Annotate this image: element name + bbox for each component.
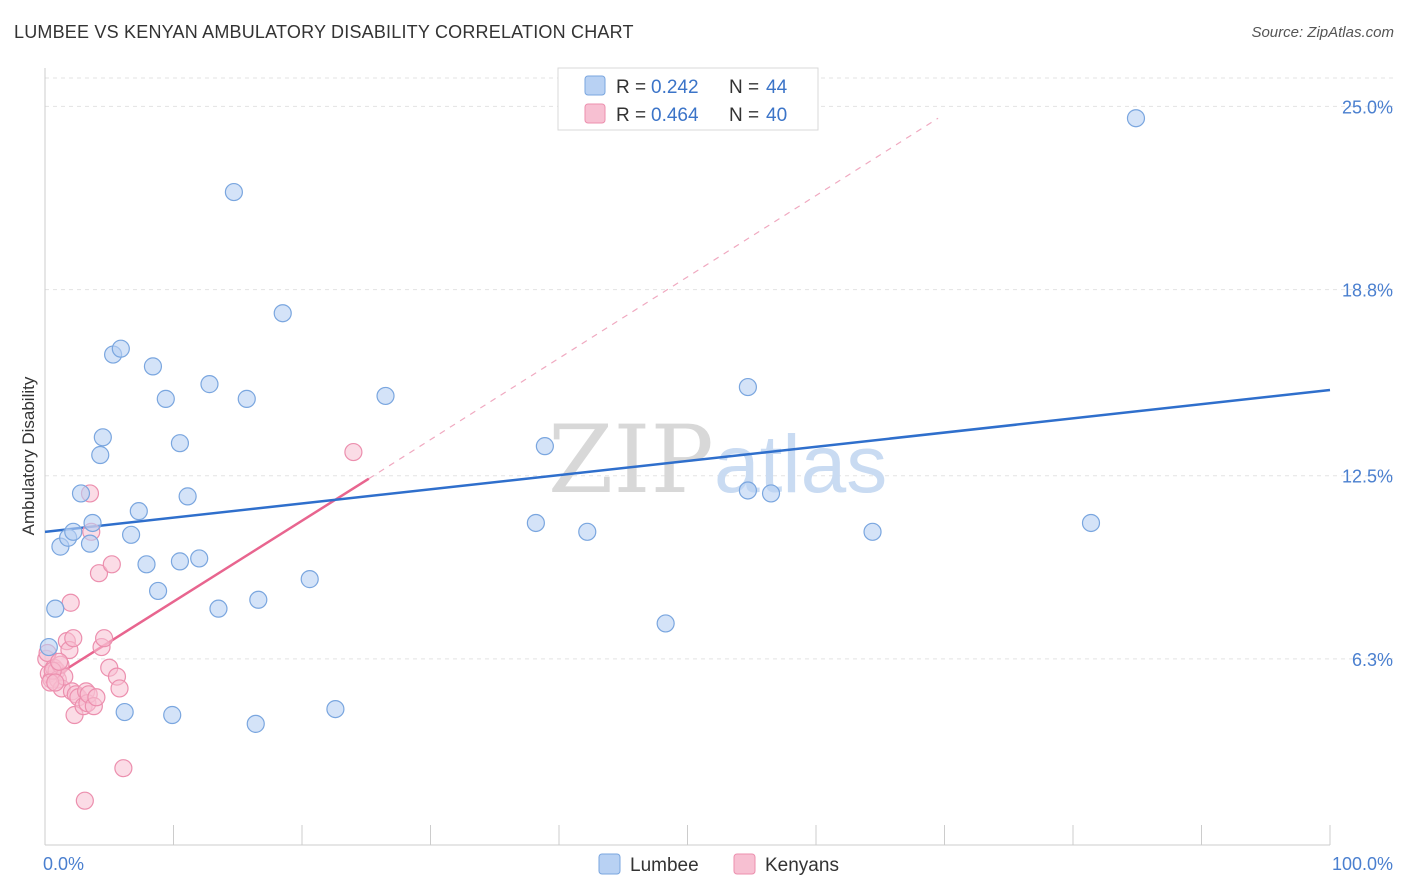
- watermark: ZIP atlas: [548, 406, 887, 515]
- lumbee-point: [535, 437, 554, 456]
- y-axis-label: Ambulatory Disability: [19, 376, 38, 535]
- kenyans-point: [46, 673, 65, 692]
- lumbee-point: [178, 487, 197, 506]
- kenyans-point: [95, 629, 114, 648]
- kenyans-point: [75, 791, 94, 810]
- kenyans-point: [114, 759, 133, 778]
- lumbee-point: [129, 502, 148, 521]
- lumbee-point: [121, 525, 141, 544]
- lumbee-point: [148, 581, 168, 601]
- lumbee-trend-line: [44, 388, 1331, 534]
- x-tick-marks: [44, 825, 1331, 845]
- x-tick-label-max: 100.0%: [1332, 854, 1393, 874]
- lumbee-point: [83, 513, 102, 533]
- lumbee-point: [578, 522, 597, 541]
- lumbee-point: [170, 552, 190, 571]
- lumbee-point: [273, 304, 292, 323]
- lumbee-points: [39, 109, 1146, 733]
- lumbee-point: [224, 182, 243, 202]
- legend-lumbee-swatch: [598, 853, 621, 875]
- lumbee-point: [246, 714, 265, 733]
- lumbee-legend-swatch: [584, 75, 606, 96]
- lumbee-point: [738, 481, 757, 500]
- lumbee-point: [237, 389, 256, 408]
- lumbee-point: [761, 484, 781, 503]
- lumbee-point: [156, 389, 175, 408]
- kenyans-point: [50, 652, 69, 671]
- lumbee-point: [190, 549, 209, 568]
- kenyans-r-value: 0.464: [651, 105, 699, 126]
- lumbee-point: [249, 590, 268, 609]
- legend-lumbee-label: Lumbee: [630, 855, 699, 876]
- kenyans-trend-extension: [368, 117, 939, 480]
- kenyans-r-label: R =: [616, 105, 646, 126]
- lumbee-point: [80, 534, 100, 553]
- lumbee-point: [137, 555, 156, 574]
- y-tick-label: 12.5%: [1342, 467, 1393, 487]
- lumbee-point: [163, 705, 182, 725]
- lumbee-point: [326, 699, 345, 719]
- lumbee-point: [1126, 109, 1146, 128]
- chart-title: LUMBEE VS KENYAN AMBULATORY DISABILITY C…: [14, 22, 634, 42]
- lumbee-n-value: 44: [766, 77, 788, 98]
- lumbee-point: [71, 484, 91, 503]
- stats-legend: R = 0.242 N = 44 R = 0.464 N = 40: [557, 67, 819, 131]
- gridlines: [45, 77, 1393, 660]
- legend-kenyans-swatch: [733, 853, 756, 875]
- y-tick-label: 25.0%: [1342, 97, 1393, 117]
- lumbee-n-label: N =: [729, 77, 759, 98]
- y-tick-labels: 6.3% 12.5% 18.8% 25.0%: [1342, 97, 1393, 669]
- lumbee-point: [93, 428, 112, 447]
- lumbee-r-value: 0.242: [651, 77, 699, 98]
- lumbee-point: [200, 375, 219, 394]
- lumbee-point: [39, 637, 58, 657]
- lumbee-point: [46, 599, 65, 618]
- kenyans-legend-swatch: [584, 103, 606, 124]
- kenyans-point: [64, 629, 83, 648]
- y-tick-label: 18.8%: [1342, 281, 1393, 301]
- kenyans-point: [87, 688, 106, 707]
- lumbee-point: [526, 513, 545, 533]
- lumbee-point: [111, 339, 130, 358]
- x-tick-label-min: 0.0%: [43, 854, 84, 874]
- series-legend: Lumbee Kenyans: [598, 853, 839, 876]
- lumbee-point: [115, 702, 134, 722]
- kenyans-n-value: 40: [766, 105, 787, 126]
- kenyans-point: [102, 555, 121, 574]
- lumbee-point: [170, 434, 190, 453]
- kenyans-point: [110, 679, 129, 698]
- kenyans-trend-line: [44, 477, 370, 684]
- lumbee-point: [738, 377, 757, 397]
- lumbee-point: [64, 522, 83, 541]
- lumbee-r-label: R =: [616, 77, 646, 98]
- lumbee-point: [91, 445, 110, 465]
- lumbee-point: [656, 614, 675, 633]
- lumbee-point: [209, 599, 228, 618]
- lumbee-point: [376, 386, 395, 406]
- kenyans-point: [61, 593, 80, 612]
- kenyans-point: [344, 442, 363, 462]
- lumbee-point: [300, 570, 319, 589]
- trend-lines: [44, 117, 1331, 684]
- legend-kenyans-label: Kenyans: [765, 855, 839, 876]
- kenyans-n-label: N =: [729, 105, 759, 126]
- lumbee-point: [863, 522, 882, 541]
- kenyans-point: [89, 564, 109, 583]
- source-label: Source: ZipAtlas.com: [1251, 24, 1394, 41]
- watermark-atlas: atlas: [714, 419, 887, 510]
- lumbee-point: [1081, 513, 1101, 533]
- kenyans-points: [37, 442, 363, 810]
- y-tick-label: 6.3%: [1352, 650, 1393, 670]
- lumbee-point: [143, 357, 163, 376]
